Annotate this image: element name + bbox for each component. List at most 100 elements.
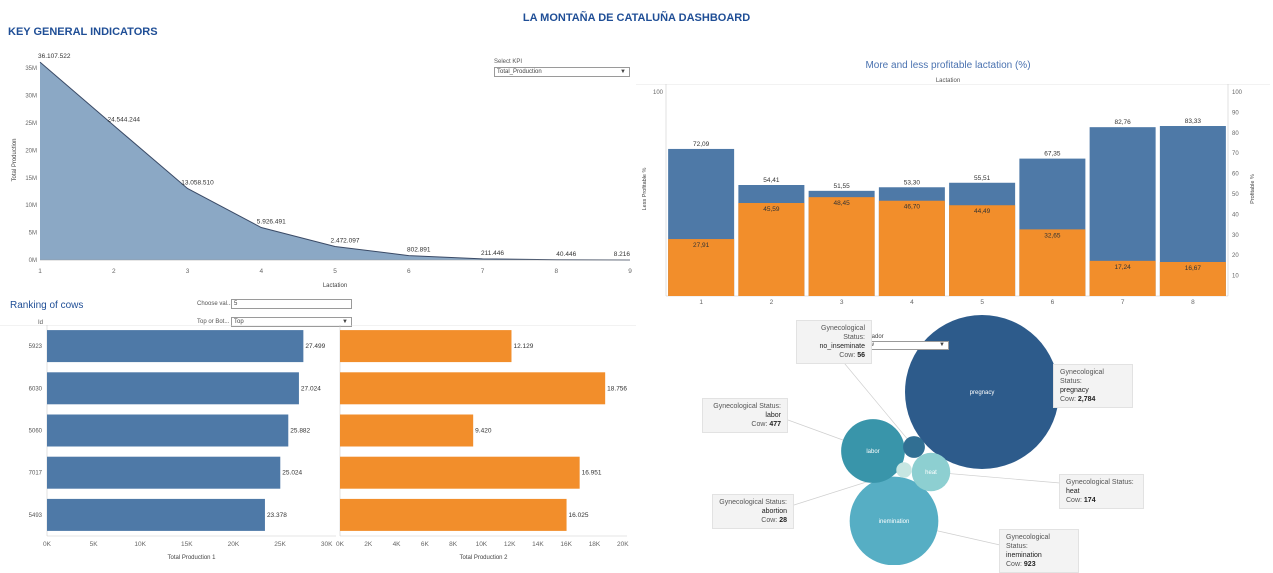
tooltip-no-inseminate: Gynecological Status: no_inseminate Cow:…	[796, 320, 872, 364]
production-1-x-tick-label: 15K	[181, 541, 193, 548]
right-tick-label: 80	[1232, 131, 1239, 137]
ranking-section-title: Ranking of cows	[10, 300, 84, 311]
profitable-label: 67,35	[1044, 151, 1061, 158]
dashboard-title: LA MONTAÑA DE CATALUÑA DASHBOARD	[522, 12, 751, 24]
less-profitable-bar	[1019, 229, 1086, 296]
x-tick-label: 8	[554, 268, 558, 275]
y-tick-label: 5M	[29, 231, 37, 237]
profitable-label: 82,76	[1114, 119, 1131, 126]
x-tick-label: 9	[628, 268, 632, 275]
production-1-x-tick-label: 25K	[274, 541, 286, 548]
production-2-x-tick-label: 12K	[504, 541, 516, 548]
tooltip-field-label: Gynecological Status:	[1066, 479, 1134, 486]
tooltip-heat: Gynecological Status: heat Cow: 174	[1059, 474, 1144, 509]
select-kpi-label: Select KPI	[494, 59, 523, 65]
tooltip-field-label: Gynecological Status:	[1060, 369, 1104, 385]
right-tick-label: 60	[1232, 172, 1239, 178]
production-2-x-tick-label: 0K	[336, 541, 345, 548]
less-profitable-bar	[1089, 260, 1156, 296]
ranking-bar-charts: 5923 6030 5060 7017 5493 27.499 27.024 25.882 25…	[0, 325, 636, 561]
production-2-x-axis-title: Total Production 2	[459, 555, 508, 561]
select-kpi-value: Total_Production	[497, 69, 542, 75]
production-2-bar-label: 16.951	[582, 470, 602, 477]
select-kpi-dropdown[interactable]: Total_Production ▼	[494, 67, 630, 77]
right-tick-label: 100	[1232, 90, 1243, 96]
data-label: 13.058.510	[181, 179, 214, 186]
production-2-bar-label: 9.420	[475, 428, 492, 435]
tooltip-field-label: Gynecological Status:	[1006, 534, 1050, 550]
tooltip-inemination: Gynecological Status: inemination Cow: 9…	[999, 529, 1079, 573]
production-2-bar	[340, 372, 606, 405]
profitable-label: 83,33	[1185, 118, 1202, 125]
left-tick-label: 100	[653, 90, 664, 96]
choose-value-input[interactable]: 5	[231, 299, 352, 309]
production-1-x-tick-label: 30K	[321, 541, 333, 548]
less-profitable-label: 32,65	[1044, 232, 1061, 239]
x-axis-title: Lactation	[323, 283, 347, 289]
left-axis-title: Less Profitable %	[642, 167, 648, 210]
production-2-x-tick-label: 18K	[589, 541, 601, 548]
profitable-label: 72,09	[693, 141, 710, 148]
x-tick-label: 1	[38, 268, 42, 275]
tooltip-status: no_inseminate	[819, 343, 865, 350]
area-fill	[40, 62, 630, 260]
data-label: 8.216	[614, 251, 631, 258]
production-2-x-tick-label: 6K	[421, 541, 430, 548]
tooltip-field-label: Gynecological Status:	[719, 499, 787, 506]
production-1-bar-label: 25.882	[290, 428, 310, 435]
right-axis-title: Profitable %	[1250, 174, 1256, 204]
production-2-x-tick-label: 8K	[449, 541, 458, 548]
production-1-bar	[47, 414, 289, 447]
indicator-dropdown[interactable]: Cow ▼	[859, 341, 949, 350]
production-2-bar	[340, 456, 580, 489]
chevron-down-icon: ▼	[939, 342, 945, 348]
tooltip-measure: Cow: 2,784	[1060, 396, 1096, 403]
x-tick-label: 3	[186, 268, 190, 275]
x-tick-label: 2	[112, 268, 116, 275]
cow-id-label: 5923	[29, 344, 43, 350]
x-tick-label: 4	[259, 268, 263, 275]
production-1-x-tick-label: 10K	[134, 541, 146, 548]
production-1-bar	[47, 456, 281, 489]
profitable-label: 54,41	[763, 177, 780, 184]
y-axis-title: Total Production	[12, 138, 18, 181]
tooltip-field-label: Gynecological Status:	[821, 325, 865, 341]
right-tick-label: 50	[1232, 192, 1239, 198]
production-1-x-tick-label: 0K	[43, 541, 52, 548]
profitable-label: 55,51	[974, 175, 991, 182]
production-1-x-axis-title: Total Production 1	[167, 555, 216, 561]
x-tick-label: 7	[481, 268, 485, 275]
bubble-heat	[911, 452, 951, 492]
tooltip-status: pregnacy	[1060, 387, 1089, 394]
profitable-label: 51,55	[833, 183, 850, 190]
choose-value-text: 5	[234, 301, 238, 307]
less-profitable-label: 17,24	[1114, 264, 1131, 271]
right-tick-label: 90	[1232, 110, 1239, 116]
x-tick-label: 4	[910, 299, 914, 306]
data-label: 36.107.522	[38, 53, 71, 60]
bubble-label: heat	[925, 470, 937, 476]
less-profitable-label: 44,49	[974, 208, 991, 215]
production-2-x-tick-label: 10K	[476, 541, 488, 548]
bubble-inemination	[849, 476, 939, 565]
top-or-bottom-value: Top	[234, 319, 244, 325]
bubble-label: inemination	[879, 519, 910, 525]
production-1-x-tick-label: 5K	[90, 541, 99, 548]
y-tick-label: 0M	[29, 258, 37, 264]
production-2-x-tick-label: 20K	[617, 541, 629, 548]
x-tick-label: 5	[333, 268, 337, 275]
y-tick-label: 20M	[25, 148, 37, 154]
x-tick-label: 1	[699, 299, 703, 306]
data-label: 802.891	[407, 247, 431, 254]
right-tick-label: 10	[1232, 274, 1239, 280]
x-tick-label: 5	[980, 299, 984, 306]
right-tick-label: 70	[1232, 151, 1239, 157]
top-or-bottom-dropdown[interactable]: Top ▼	[231, 317, 352, 327]
tooltip-status: labor	[765, 412, 781, 419]
lactation-header: Lactation	[935, 78, 961, 84]
choose-value-label: Choose val...	[197, 301, 233, 307]
data-label: 211.446	[481, 250, 504, 257]
id-column-header: Id	[38, 320, 44, 326]
production-1-x-tick-label: 20K	[228, 541, 240, 548]
